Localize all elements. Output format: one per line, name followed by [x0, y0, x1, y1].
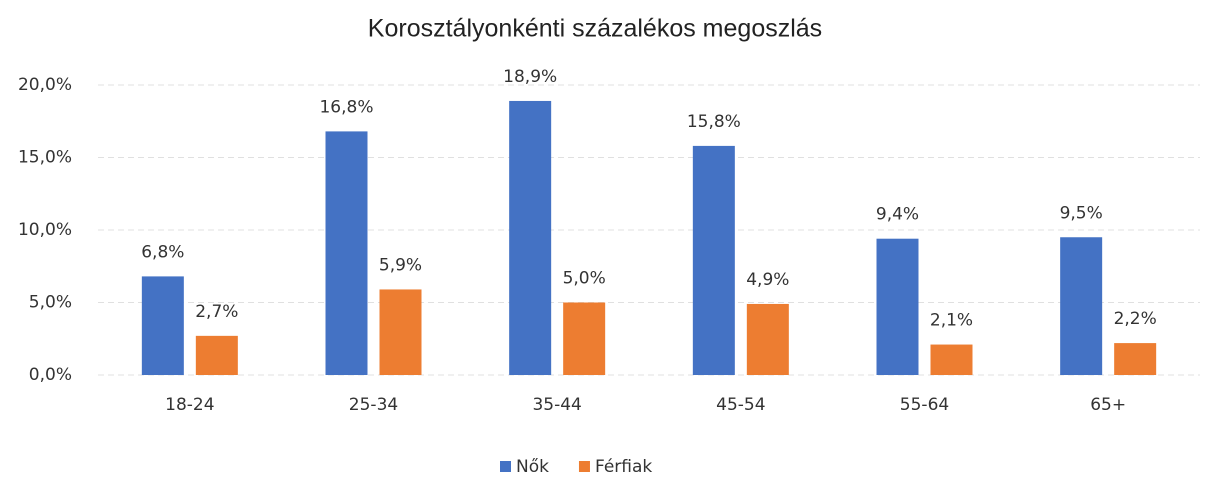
value-label: 6,8%: [141, 242, 184, 262]
x-tick-label: 45-54: [716, 395, 765, 415]
bar: [509, 100, 552, 375]
bar: [930, 344, 973, 375]
legend-label: Nők: [516, 457, 549, 477]
x-tick-label: 55-64: [900, 395, 949, 415]
bar: [563, 302, 606, 375]
value-label: 18,9%: [503, 67, 557, 87]
x-tick-label: 18-24: [165, 395, 214, 415]
value-label: 9,4%: [876, 205, 919, 225]
legend-label: Férfiak: [595, 457, 652, 477]
bar: [746, 303, 789, 375]
y-tick-label: 5,0%: [29, 293, 72, 313]
bar: [141, 276, 184, 375]
bar: [876, 238, 919, 375]
value-label: 9,5%: [1060, 203, 1103, 223]
x-tick-label: 65+: [1090, 395, 1126, 415]
value-label: 16,8%: [319, 97, 373, 117]
value-label: 5,9%: [379, 255, 422, 275]
bar: [1060, 237, 1103, 375]
y-tick-label: 20,0%: [18, 75, 72, 95]
value-label: 2,2%: [1114, 309, 1157, 329]
y-tick-label: 10,0%: [18, 220, 72, 240]
legend-swatch: [578, 461, 590, 472]
bar: [1114, 343, 1157, 375]
y-tick-label: 15,0%: [18, 148, 72, 168]
y-tick-label: 0,0%: [29, 365, 72, 385]
value-label: 4,9%: [746, 270, 789, 290]
value-label: 2,1%: [930, 311, 973, 331]
x-tick-label: 25-34: [349, 395, 398, 415]
bar: [195, 335, 238, 375]
value-label: 2,7%: [195, 302, 238, 322]
value-label: 15,8%: [687, 112, 741, 132]
bar: [692, 145, 735, 375]
chart-title: Korosztályonkénti százalékos megoszlás: [368, 15, 822, 43]
value-label: 5,0%: [563, 269, 606, 289]
x-tick-label: 35-44: [532, 395, 581, 415]
bar: [325, 131, 368, 375]
legend-swatch: [500, 461, 511, 472]
bar: [379, 289, 422, 375]
